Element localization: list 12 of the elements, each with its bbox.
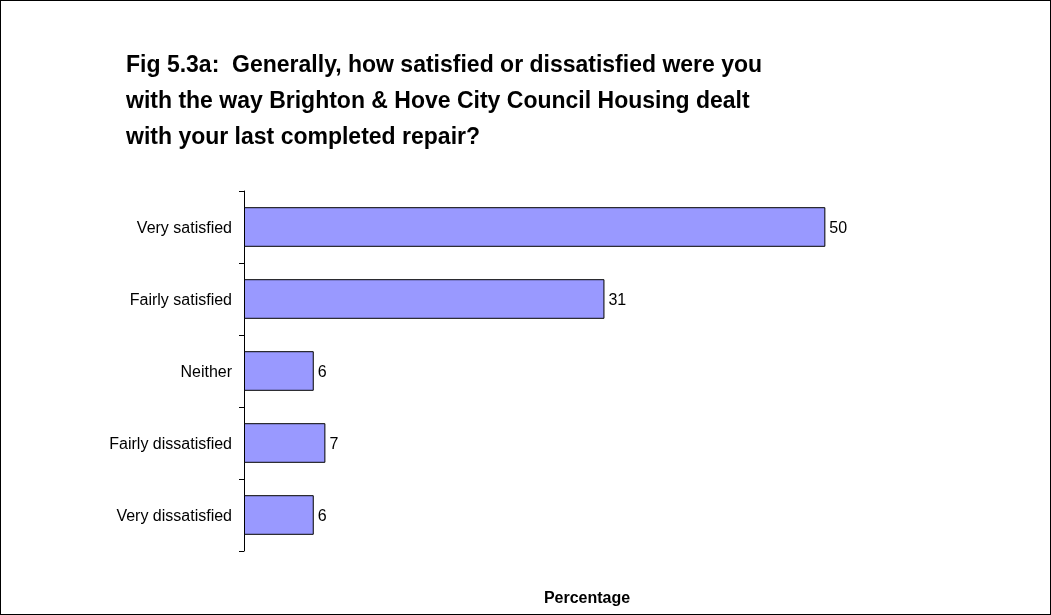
data-label: 50 — [829, 218, 848, 236]
data-label: 6 — [317, 362, 327, 380]
y-tick-label: Fairly satisfied — [129, 290, 232, 308]
x-axis-title: Percentage — [543, 588, 631, 606]
data-label: 7 — [329, 434, 339, 452]
data-label: 6 — [317, 506, 327, 524]
y-tick-label: Very satisfied — [136, 218, 232, 236]
y-tick-label: Fairly dissatisfied — [109, 434, 232, 452]
y-tick-label: Very dissatisfied — [116, 506, 232, 524]
data-label: 31 — [608, 290, 627, 308]
y-tick-label: Neither — [180, 362, 233, 380]
chart-title: Fig 5.3a: Generally, how satisfied or dissatisfied were you with the way Brighton & Hove City Council Housing dealt with your last completed repair? — [125, 51, 769, 149]
